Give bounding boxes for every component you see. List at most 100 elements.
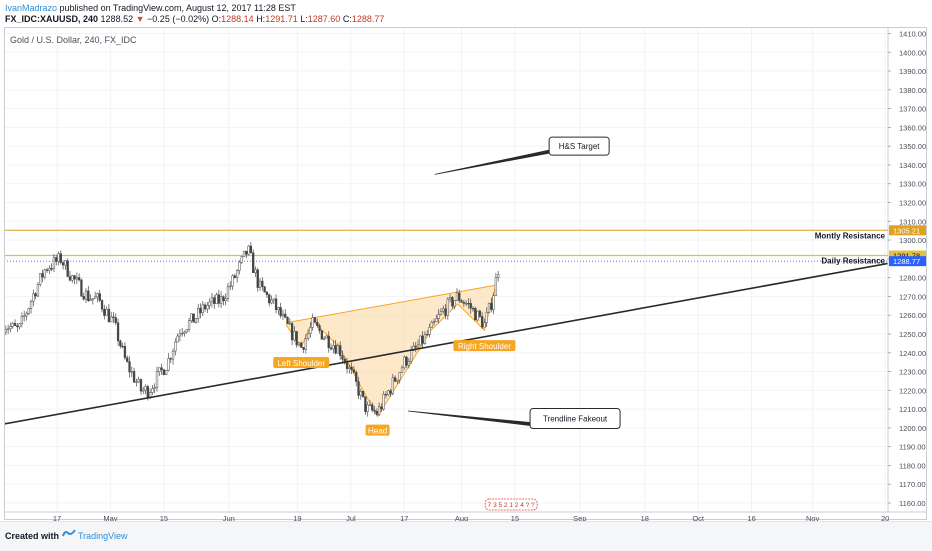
candle-body bbox=[233, 275, 236, 278]
candle-body bbox=[393, 377, 397, 382]
candle-body bbox=[39, 273, 42, 285]
candle-body bbox=[464, 302, 468, 305]
down-arrow-icon: ▼ bbox=[135, 14, 145, 24]
price-tick-label: 1190.00 bbox=[899, 443, 926, 452]
candle-body bbox=[295, 331, 298, 346]
candle-body bbox=[103, 308, 106, 316]
candle-body bbox=[396, 379, 399, 382]
candle-body bbox=[350, 366, 353, 370]
time-tick-label: 15 bbox=[160, 514, 168, 521]
candle-body bbox=[460, 300, 463, 303]
candle-body bbox=[339, 345, 342, 356]
time-tick-label: Jun bbox=[223, 514, 235, 521]
pattern-label: Head bbox=[368, 427, 387, 436]
time-tick-label: 17 bbox=[400, 514, 408, 521]
candle-body bbox=[32, 293, 35, 302]
price-tick-label: 1280.00 bbox=[899, 274, 926, 283]
pattern-label: Left Shoulder bbox=[277, 359, 325, 368]
candle-body bbox=[5, 329, 8, 333]
price-chart[interactable]: Left Shoulder Head Right Shoulder H&S Targe… bbox=[0, 0, 932, 521]
candle-body bbox=[34, 293, 37, 297]
candle-body bbox=[490, 302, 493, 310]
price-tick-label: 1220.00 bbox=[899, 386, 926, 395]
candle-body bbox=[213, 297, 216, 304]
callout-pointer bbox=[434, 149, 550, 175]
candle-body bbox=[345, 362, 349, 369]
price-tick-label: 1400.00 bbox=[899, 48, 926, 57]
candle-body bbox=[187, 320, 191, 330]
candle-body bbox=[48, 268, 51, 271]
candle-body bbox=[416, 344, 420, 348]
candle-body bbox=[98, 293, 101, 301]
candle-body bbox=[442, 308, 445, 312]
published-text: published on TradingView.com, August 12,… bbox=[59, 3, 296, 13]
candle-body bbox=[41, 273, 44, 278]
footer-bar: Created with TradingView bbox=[0, 521, 932, 551]
candle-body bbox=[89, 299, 92, 301]
price-tick-label: 1410.00 bbox=[899, 30, 926, 39]
candle-body bbox=[174, 341, 177, 352]
candle-body bbox=[268, 294, 271, 304]
low-label: L: bbox=[300, 14, 308, 24]
callout-box bbox=[529, 407, 621, 429]
candle-body bbox=[77, 277, 81, 281]
candle-body bbox=[371, 404, 374, 411]
price-tick-label: 1210.00 bbox=[899, 405, 926, 414]
candle-body bbox=[448, 297, 452, 300]
candle-body bbox=[66, 260, 69, 277]
candle-body bbox=[254, 269, 257, 274]
time-tick-label: 16 bbox=[747, 514, 755, 521]
candle-body bbox=[348, 366, 351, 369]
last-price-tag: 1288.77 bbox=[893, 257, 920, 266]
candle-body bbox=[293, 331, 296, 341]
last-price: 1288.52 bbox=[100, 14, 134, 24]
candle-body bbox=[123, 346, 127, 359]
candle-body bbox=[329, 347, 333, 350]
candle-body bbox=[235, 270, 239, 278]
price-tick-label: 1240.00 bbox=[899, 349, 926, 358]
monthly-resistance-price-tag-bg bbox=[889, 225, 926, 236]
candle-body bbox=[334, 345, 337, 354]
ohlc-line: FX_IDC:XAUUSD, 240 1288.52 ▼ −0.25 (−0.0… bbox=[5, 14, 384, 24]
candle-body bbox=[451, 297, 454, 307]
candle-body bbox=[261, 280, 264, 287]
time-tick-label: 20 bbox=[881, 514, 889, 521]
candle-body bbox=[341, 355, 344, 360]
candle-body bbox=[52, 257, 56, 269]
candle-body bbox=[474, 308, 477, 321]
candle-body bbox=[80, 279, 83, 297]
price-tick-label: 1340.00 bbox=[899, 161, 926, 170]
candle-body bbox=[245, 250, 248, 255]
candle-body bbox=[467, 302, 470, 305]
price-tick-label: 1310.00 bbox=[899, 217, 926, 226]
candle-body bbox=[208, 301, 211, 306]
candle-body bbox=[107, 308, 111, 323]
tradingview-brand-link[interactable]: TradingView bbox=[78, 531, 128, 541]
candle-body bbox=[469, 303, 472, 309]
candle-body bbox=[183, 331, 186, 334]
candle-body bbox=[277, 307, 280, 310]
candle-body bbox=[64, 260, 67, 266]
price-tick-label: 1370.00 bbox=[899, 105, 926, 114]
candle-body bbox=[297, 342, 301, 346]
candle-body bbox=[435, 318, 438, 322]
author-link[interactable]: IvanMadrazo bbox=[5, 3, 58, 13]
candle-body bbox=[171, 350, 175, 360]
candle-body bbox=[215, 294, 218, 304]
candle-body bbox=[359, 390, 362, 396]
candle-body bbox=[57, 253, 60, 262]
candle-body bbox=[414, 345, 417, 348]
candle-body bbox=[387, 390, 390, 396]
candle-body bbox=[181, 332, 184, 335]
candle-body bbox=[309, 327, 312, 334]
candle-body bbox=[112, 316, 115, 318]
candle-body bbox=[405, 356, 408, 366]
candle-body bbox=[265, 291, 269, 295]
candle-body bbox=[389, 390, 392, 394]
candle-body bbox=[306, 333, 310, 339]
candle-body bbox=[284, 313, 287, 318]
candle-body bbox=[471, 308, 475, 310]
time-tick-label: Aug bbox=[455, 514, 468, 521]
candle-body bbox=[382, 394, 385, 410]
price-tick-label: 1250.00 bbox=[899, 330, 926, 339]
